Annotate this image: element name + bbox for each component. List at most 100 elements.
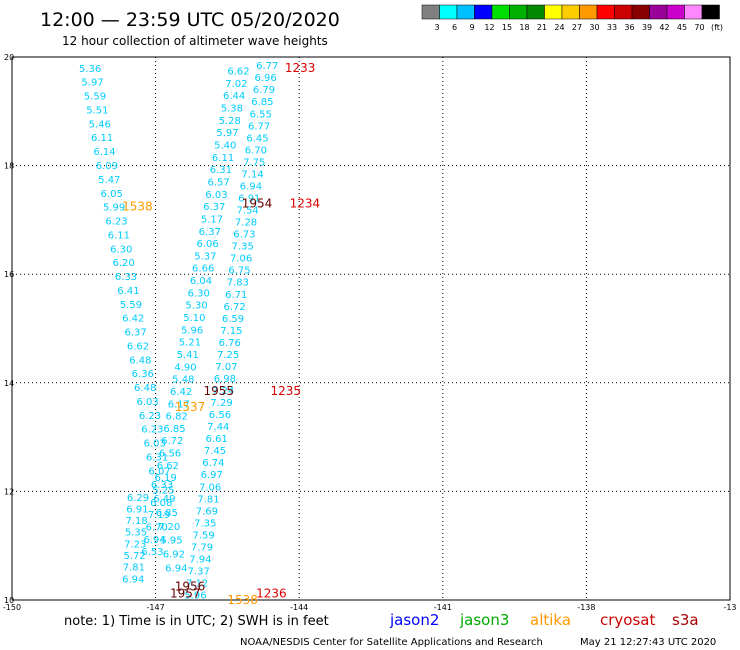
swh-value: 7.14 bbox=[241, 169, 263, 180]
swh-value: 6.75 bbox=[228, 266, 250, 277]
swh-value: 6.56 bbox=[209, 410, 231, 421]
satellite-legend: jason2 jason3 altika cryosat s3a bbox=[389, 611, 699, 629]
swh-value: 7.75 bbox=[243, 157, 265, 168]
color-scale-label: 27 bbox=[572, 23, 582, 32]
x-tick-label: -144 bbox=[290, 603, 308, 612]
swh-value: 5.48 bbox=[172, 375, 194, 386]
swh-value: 6.37 bbox=[199, 227, 221, 238]
color-scale-swatch bbox=[684, 4, 703, 20]
pass-time-label: 1957 bbox=[170, 586, 201, 600]
swh-value: 7.29 bbox=[210, 398, 232, 409]
swh-value: 6.94 bbox=[122, 574, 144, 585]
swh-value: 6.91 bbox=[126, 504, 148, 515]
color-scale-label: 18 bbox=[519, 23, 529, 32]
swh-value: 7.24 bbox=[212, 386, 234, 397]
swh-value: 5.40 bbox=[214, 141, 236, 152]
swh-value: 6.41 bbox=[117, 286, 139, 297]
satellite-legend-entry: jason2 bbox=[389, 611, 439, 629]
swh-value: 6.71 bbox=[225, 290, 247, 301]
swh-value: 5.97 bbox=[81, 78, 103, 89]
y-tick-label: 16 bbox=[4, 270, 14, 279]
footer-credit: NOAA/NESDIS Center for Satellite Applica… bbox=[240, 637, 543, 648]
swh-value: 6.85 bbox=[251, 97, 273, 108]
swh-value: 6.94 bbox=[165, 563, 187, 574]
color-scale-label: 33 bbox=[607, 23, 617, 32]
color-scale-swatch bbox=[456, 4, 475, 20]
swh-value: 6.37 bbox=[203, 202, 225, 213]
swh-value: 6.79 bbox=[253, 85, 275, 96]
swh-value: 6.20 bbox=[113, 258, 135, 269]
color-scale-label: 39 bbox=[642, 23, 652, 32]
swh-value: 5.95 bbox=[160, 536, 182, 547]
swh-value: 6.03 bbox=[136, 397, 158, 408]
x-tick-label: -138 bbox=[577, 603, 595, 612]
swh-value: 6.92 bbox=[163, 550, 185, 561]
swh-value: 5.37 bbox=[194, 251, 216, 262]
swh-value: 6.77 bbox=[248, 121, 270, 132]
color-scale-swatch bbox=[701, 4, 720, 20]
swh-value: 7.12 bbox=[186, 579, 208, 590]
color-scale-swatch bbox=[421, 4, 440, 20]
swh-value: 6.57 bbox=[208, 177, 230, 188]
footer-timestamp: May 21 12:27:43 UTC 2020 bbox=[580, 637, 716, 648]
swh-value: 5.96 bbox=[184, 591, 206, 602]
swh-value: 6.72 bbox=[223, 302, 245, 313]
swh-value: 6.94 bbox=[143, 535, 165, 546]
color-scale-swatch bbox=[509, 4, 528, 20]
color-scale-legend: 3 6 9 12 15 18 21 24 27 30 33 36 39 42 45 70 (ft) bbox=[421, 4, 723, 32]
swh-value: 6.45 bbox=[246, 133, 268, 144]
swh-value: 5.47 bbox=[98, 175, 120, 186]
color-scale-swatch bbox=[579, 4, 598, 20]
swh-value: 5.36 bbox=[79, 64, 101, 75]
swh-value: 6.03 bbox=[144, 439, 166, 450]
swh-value: 6.11 bbox=[91, 133, 113, 144]
color-scale-label: 12 bbox=[484, 23, 494, 32]
swh-value: 5.59 bbox=[84, 92, 106, 103]
chart-title: 12:00 — 23:59 UTC 05/20/2020 bbox=[40, 9, 340, 31]
color-scale-label: 24 bbox=[554, 23, 564, 32]
swh-value: 7.28 bbox=[235, 218, 257, 229]
color-scale-swatch bbox=[544, 4, 563, 20]
axis-ticks: -150 -147 -144 -141 -138 -13 20 18 16 14 12 10 bbox=[3, 53, 737, 612]
swh-value: 6.70 bbox=[245, 145, 267, 156]
swh-value: 5.21 bbox=[179, 338, 201, 349]
color-scale-label: 9 bbox=[469, 23, 474, 32]
color-scale-label: 42 bbox=[659, 23, 669, 32]
pass-time-label: 1956 bbox=[175, 579, 206, 593]
swh-value: 6.14 bbox=[93, 147, 115, 158]
swh-value: 6.85 bbox=[163, 424, 185, 435]
swh-value: 6.62 bbox=[127, 341, 149, 352]
color-scale-swatch bbox=[439, 4, 458, 20]
color-scale-label: 15 bbox=[502, 23, 512, 32]
swh-value: 5.99 bbox=[103, 203, 125, 214]
swh-value: 6.30 bbox=[188, 288, 210, 299]
swh-value: 7.94 bbox=[189, 554, 211, 565]
x-tick-label: -147 bbox=[147, 603, 165, 612]
pass-time-label: 1233 bbox=[285, 61, 316, 75]
y-tick-label: 10 bbox=[4, 596, 14, 605]
swh-value: 5.25 bbox=[152, 486, 174, 497]
swh-value: 6.94 bbox=[240, 181, 262, 192]
note-text: note: 1) Time is in UTC; 2) SWH is in fe… bbox=[64, 614, 329, 629]
swh-value: 6.17 bbox=[168, 399, 190, 410]
swh-value: 6.59 bbox=[222, 314, 244, 325]
swh-value: 6.19 bbox=[154, 473, 176, 484]
swh-value: 6.49 bbox=[153, 494, 175, 505]
swh-value: 6.11 bbox=[108, 230, 130, 241]
swh-value: 7.18 bbox=[126, 516, 148, 527]
swh-value: 5.96 bbox=[181, 325, 203, 336]
color-scale-swatch bbox=[666, 4, 685, 20]
swh-value: 6.66 bbox=[192, 264, 214, 275]
pass-time-label: 1954 bbox=[242, 197, 273, 211]
swh-value: 7.81 bbox=[123, 563, 145, 574]
pass-time-label: 1235 bbox=[270, 384, 301, 398]
swh-value: 6.07 bbox=[148, 466, 170, 477]
swh-value: 6.33 bbox=[115, 272, 137, 283]
swh-value: 7.54 bbox=[237, 206, 259, 217]
swh-value: 4.90 bbox=[174, 362, 196, 373]
color-scale-swatch bbox=[561, 4, 580, 20]
swh-value: 6.76 bbox=[219, 338, 241, 349]
swh-value: 6.96 bbox=[254, 73, 276, 84]
swh-value: 7.69 bbox=[196, 506, 218, 517]
